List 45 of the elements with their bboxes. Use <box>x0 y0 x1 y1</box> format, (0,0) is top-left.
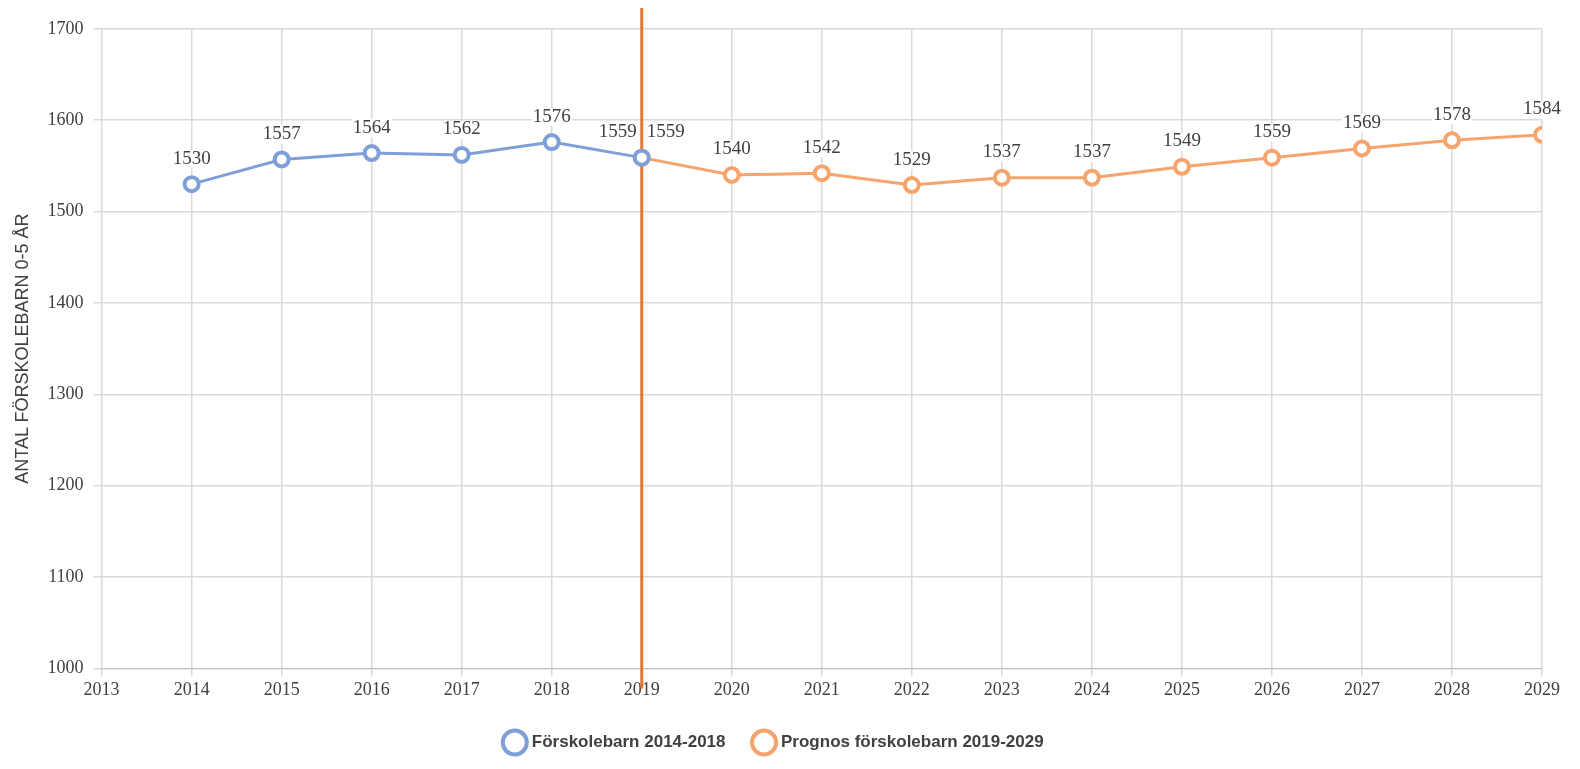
x-tick-label: 2013 <box>83 678 120 699</box>
data-label: 1557 <box>262 121 301 143</box>
y-axis-title: ANTAL FÖRSKOLEBARN 0-5 ÅR <box>11 213 32 484</box>
data-label: 1578 <box>1432 102 1471 124</box>
x-tick-label: 2028 <box>1433 678 1470 699</box>
data-label: 1569 <box>1342 110 1381 132</box>
data-label: 1584 <box>1523 97 1562 119</box>
x-tick-label: 2020 <box>713 678 750 699</box>
x-tick-label: 2014 <box>173 678 210 699</box>
data-label: 1564 <box>352 115 392 137</box>
x-tick-label: 2019 <box>623 678 660 699</box>
x-tick-label: 2023 <box>983 678 1020 699</box>
data-label: 1542 <box>802 135 841 157</box>
x-tick-label: 2018 <box>533 678 570 699</box>
y-tick-label: 1700 <box>47 17 84 38</box>
x-tick-label: 2021 <box>803 678 840 699</box>
data-label: 1559 <box>646 120 685 142</box>
x-tick-label: 2025 <box>1163 678 1200 699</box>
data-label: 1576 <box>532 104 571 126</box>
x-tick-label: 2029 <box>1524 678 1560 699</box>
y-tick-label: 1400 <box>47 291 84 312</box>
data-label: 1559 <box>598 120 637 142</box>
data-label: 1529 <box>892 147 931 169</box>
legend-label: Förskolebarn 2014-2018 <box>531 732 726 752</box>
y-tick-label: 1500 <box>47 200 84 221</box>
x-tick-label: 2022 <box>893 678 930 699</box>
x-tick-label: 2016 <box>353 678 390 699</box>
data-label: 1549 <box>1162 129 1201 151</box>
x-tick-label: 2017 <box>443 678 480 699</box>
y-tick-label: 1300 <box>47 383 84 404</box>
data-label: 1537 <box>982 140 1021 162</box>
x-tick-label: 2024 <box>1073 678 1110 699</box>
data-label: 1562 <box>442 117 481 139</box>
y-tick-label: 1200 <box>47 474 84 495</box>
y-tick-label: 1600 <box>47 108 84 129</box>
y-tick-label: 1000 <box>47 657 84 678</box>
x-tick-label: 2027 <box>1343 678 1380 699</box>
x-tick-label: 2015 <box>263 678 300 699</box>
data-label: 1540 <box>712 137 751 159</box>
data-label: 1530 <box>172 146 211 168</box>
data-label: 1537 <box>1072 140 1111 162</box>
legend-label: Prognos förskolebarn 2019-2029 <box>781 732 1044 752</box>
data-label: 1559 <box>1252 120 1291 142</box>
y-tick-label: 1100 <box>48 565 84 586</box>
x-tick-label: 2026 <box>1253 678 1290 699</box>
